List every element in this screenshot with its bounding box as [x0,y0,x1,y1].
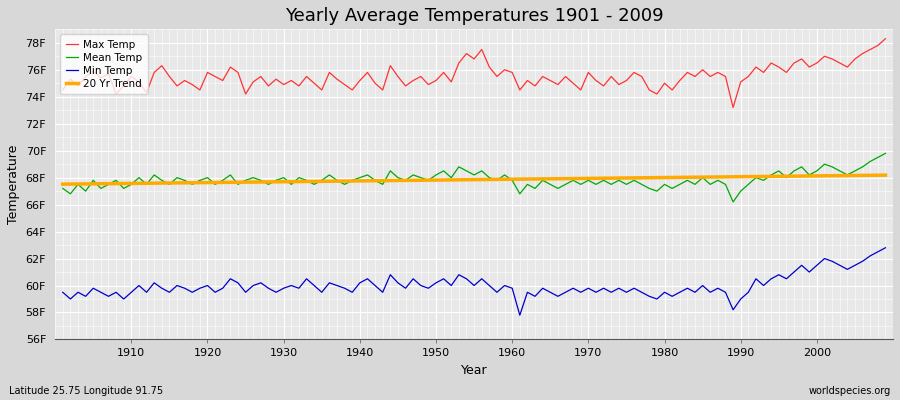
Mean Temp [728,200,739,204]
Max Temp [118,84,129,88]
Min Temp [58,290,68,295]
Min Temp [500,283,510,288]
Max Temp [507,70,517,75]
20 Yr Trend [286,179,297,184]
Min Temp [331,283,342,288]
Min Temp [515,313,526,318]
Max Temp [598,84,609,88]
20 Yr Trend [880,173,891,178]
20 Yr Trend [58,182,68,186]
Max Temp [58,88,68,92]
Line: Min Temp: Min Temp [63,248,886,315]
Min Temp [118,297,129,302]
Title: Yearly Average Temperatures 1901 - 2009: Yearly Average Temperatures 1901 - 2009 [284,7,663,25]
X-axis label: Year: Year [461,364,488,377]
20 Yr Trend [500,177,510,182]
Max Temp [728,105,739,110]
Max Temp [500,67,510,72]
20 Yr Trend [118,181,129,186]
Mean Temp [58,186,68,191]
Line: Mean Temp: Mean Temp [63,153,886,202]
20 Yr Trend [507,177,517,182]
Text: worldspecies.org: worldspecies.org [809,386,891,396]
Mean Temp [598,178,609,183]
Line: Max Temp: Max Temp [63,39,886,108]
Min Temp [606,290,616,295]
Mean Temp [118,186,129,191]
Mean Temp [880,151,891,156]
Mean Temp [507,178,517,183]
Text: Latitude 25.75 Longitude 91.75: Latitude 25.75 Longitude 91.75 [9,386,163,396]
Max Temp [331,77,342,82]
Line: 20 Yr Trend: 20 Yr Trend [63,175,886,184]
Mean Temp [331,178,342,183]
Max Temp [880,36,891,41]
Max Temp [286,78,297,83]
Mean Temp [500,172,510,177]
Mean Temp [286,182,297,187]
20 Yr Trend [598,176,609,181]
Min Temp [880,245,891,250]
Min Temp [507,286,517,291]
Legend: Max Temp, Mean Temp, Min Temp, 20 Yr Trend: Max Temp, Mean Temp, Min Temp, 20 Yr Tre… [60,34,148,94]
Y-axis label: Temperature: Temperature [7,145,20,224]
Min Temp [286,283,297,288]
20 Yr Trend [331,179,342,184]
